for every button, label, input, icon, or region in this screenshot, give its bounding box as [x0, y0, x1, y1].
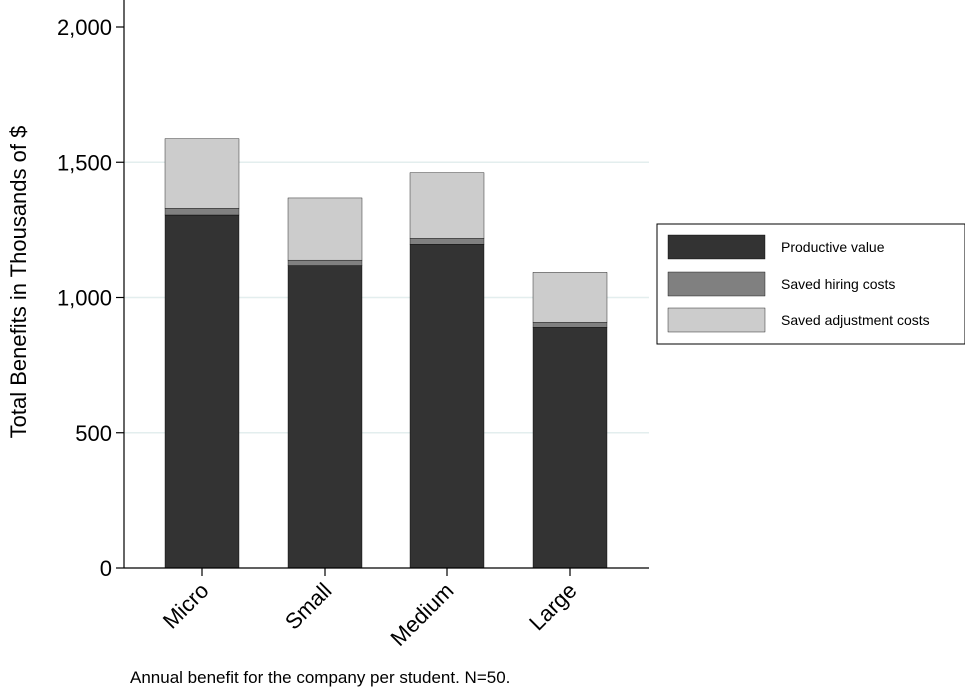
y-ticks: 0 500 1,000 1,500 2,000 — [57, 15, 124, 581]
legend-label: Saved adjustment costs — [781, 312, 930, 328]
x-tick-label: Micro — [158, 578, 214, 634]
legend-swatch — [667, 234, 766, 260]
bar-segment — [164, 208, 240, 216]
bar-segment — [164, 214, 240, 569]
y-tick-label: 1,500 — [57, 150, 112, 175]
legend-label: Productive value — [781, 239, 885, 255]
x-tick-label: Small — [280, 578, 337, 635]
bar-segment — [532, 327, 608, 569]
legend-label: Saved hiring costs — [781, 276, 895, 292]
bar-segment — [409, 238, 485, 245]
bar-segment — [409, 244, 485, 569]
y-tick-label: 500 — [75, 421, 112, 446]
x-tick-label: Medium — [386, 578, 459, 651]
y-tick-label: 0 — [100, 556, 112, 581]
y-tick-label: 1,000 — [57, 286, 112, 311]
legend: Productive value Saved hiring costs Saved … — [656, 223, 965, 345]
bar-segment — [287, 265, 363, 569]
legend-swatch — [667, 307, 766, 333]
axes — [123, 0, 649, 569]
bar-segment — [287, 259, 363, 266]
x-tick-labels: Micro Small Medium Large — [158, 568, 582, 651]
bar-segment — [164, 138, 240, 209]
y-tick-label: 2,000 — [57, 15, 112, 40]
chart-note: Annual benefit for the company per stude… — [130, 668, 511, 687]
legend-swatch — [667, 271, 766, 297]
x-tick-label: Large — [524, 578, 581, 635]
bars — [164, 138, 608, 569]
bar-segment — [287, 197, 363, 261]
bar-segment — [532, 322, 608, 328]
y-axis-title: Total Benefits in Thousands of $ — [6, 126, 31, 439]
bar-segment — [532, 272, 608, 323]
bar-segment — [409, 172, 485, 239]
